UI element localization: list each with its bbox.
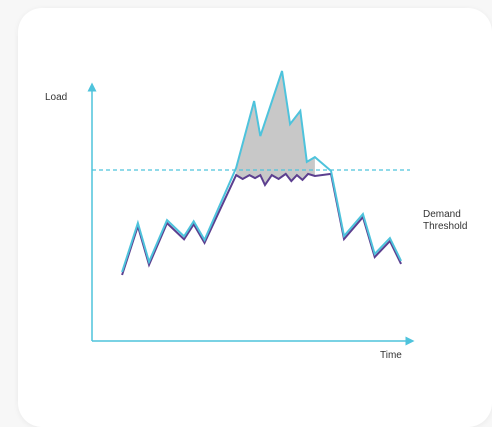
threshold-label-line-1: Demand [423, 209, 461, 220]
y-axis-label: Load [45, 92, 67, 103]
plot-layer [92, 70, 410, 276]
x-axis-label: Time [380, 350, 402, 361]
capped-load-line [121, 172, 402, 276]
chart-card [18, 8, 492, 427]
demand-line [121, 70, 402, 273]
threshold-label-line-2: Threshold [423, 221, 467, 232]
excess-demand-area [236, 71, 315, 185]
